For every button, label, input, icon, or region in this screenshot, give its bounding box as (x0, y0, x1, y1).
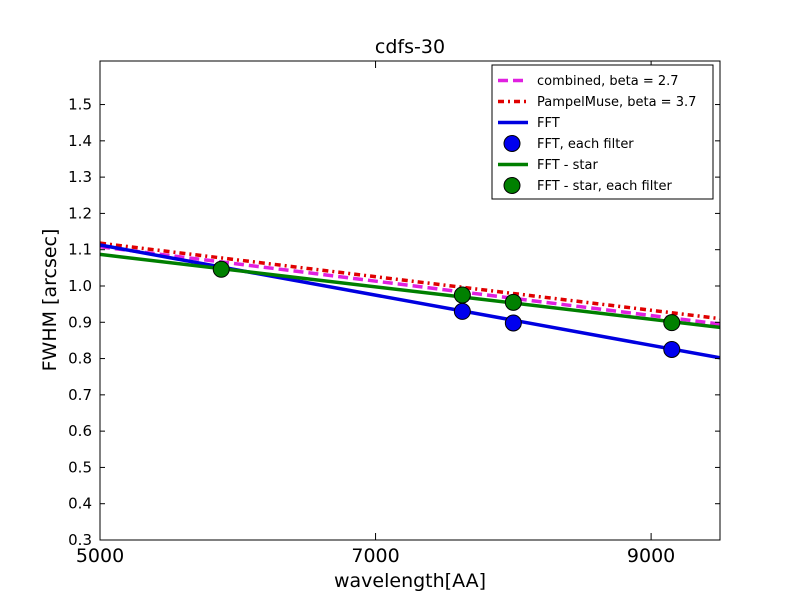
y-tick-label: 0.6 (68, 422, 92, 440)
chart-title: cdfs-30 (375, 36, 445, 58)
y-tick-label: 1.5 (68, 96, 92, 114)
x-axis-label: wavelength[AA] (334, 570, 486, 592)
legend-label-5: FFT - star, each filter (537, 179, 672, 194)
y-tick-label: 1.4 (68, 132, 92, 150)
legend-label-0: combined, beta = 2.7 (537, 74, 679, 89)
series-point-5-3 (663, 314, 681, 332)
x-tick-label: 9000 (627, 545, 675, 567)
x-tick-label: 5000 (76, 545, 124, 567)
y-tick-label: 1.2 (68, 204, 92, 222)
series-line-0 (100, 245, 720, 326)
x-tick-label: 7000 (351, 545, 399, 567)
y-axis-label: FWHM [arcsec] (39, 229, 61, 372)
plot-frame (99, 60, 721, 541)
y-tick-label: 1.0 (68, 277, 92, 295)
y-tick-label: 0.7 (68, 386, 92, 404)
legend-label-2: FFT (537, 116, 560, 131)
series-point-5-2 (504, 293, 522, 311)
series-point-3-0 (453, 302, 471, 320)
legend-label-4: FFT - star (537, 158, 598, 173)
y-tick-label: 1.3 (68, 168, 92, 186)
series-point-5-0 (212, 260, 230, 278)
y-tick-label: 0.4 (68, 495, 92, 513)
y-tick-label: 0.3 (68, 531, 92, 549)
series-point-5-1 (453, 286, 471, 304)
y-tick-label: 0.9 (68, 313, 92, 331)
legend-label-3: FFT, each filter (537, 137, 634, 152)
y-tick-label: 0.5 (68, 458, 92, 476)
series-point-3-2 (663, 340, 681, 358)
y-tick-label: 0.8 (68, 350, 92, 368)
series-point-3-1 (504, 314, 522, 332)
series-line-1 (100, 241, 720, 321)
y-tick-label: 1.1 (68, 241, 92, 259)
series-line-2 (100, 243, 720, 360)
series-line-4 (100, 252, 720, 330)
legend (491, 64, 714, 200)
legend-swatch-3 (503, 135, 521, 152)
legend-swatch-5 (503, 177, 521, 194)
legend-label-1: PampelMuse, beta = 3.7 (537, 95, 696, 110)
